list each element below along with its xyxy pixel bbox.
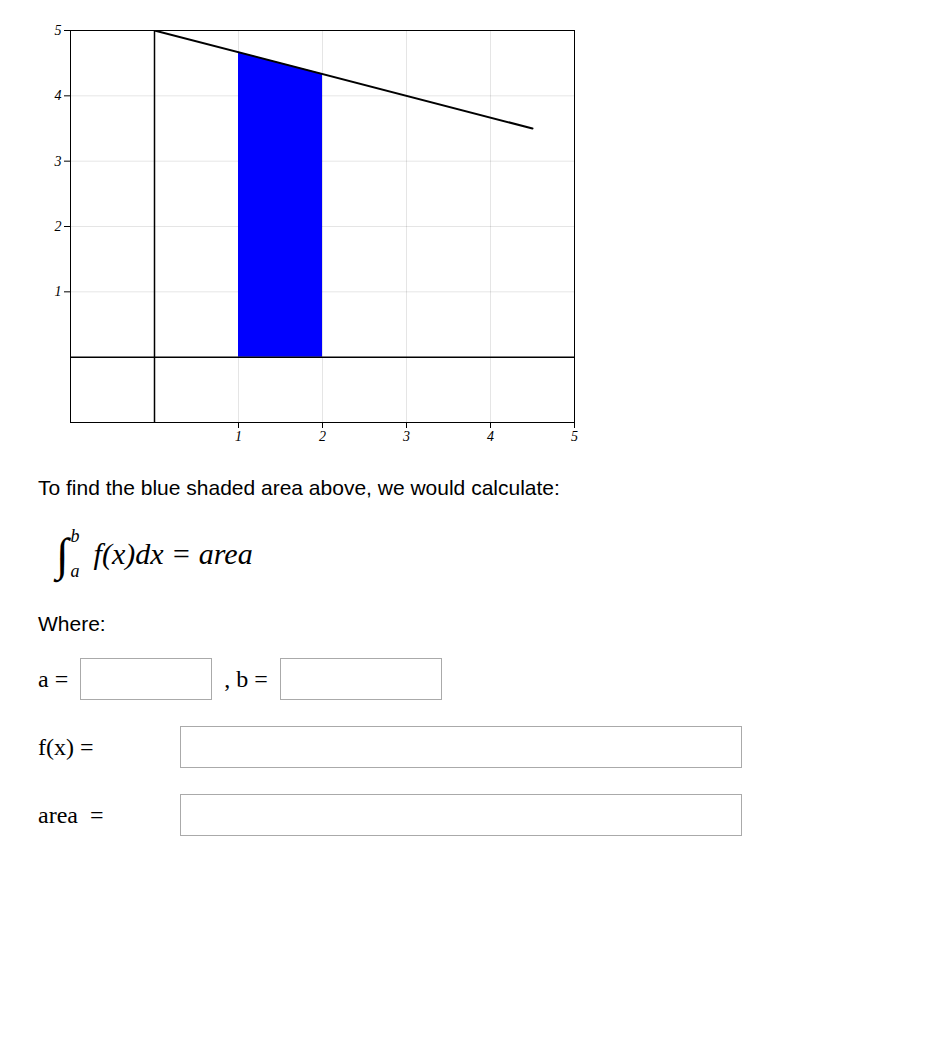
html-text:area =: area = — [38, 801, 104, 828]
html-text:, b =: , b = — [224, 665, 268, 692]
html-text:a =: a = — [38, 665, 69, 692]
svg-text:4: 4 — [487, 429, 494, 444]
svg-text:5: 5 — [55, 23, 62, 38]
svg-text:5: 5 — [571, 429, 578, 444]
svg-text:2: 2 — [55, 219, 62, 234]
html-text:b: b — [70, 526, 80, 546]
svg-text:1: 1 — [235, 429, 242, 444]
html-text:To find the blue shaded area a: To find the blue shaded area above, we w… — [38, 476, 560, 499]
svg-text:3: 3 — [402, 429, 410, 444]
html-text:a: a — [70, 561, 80, 581]
svg-text:4: 4 — [55, 88, 62, 103]
html-text:f(x) =: f(x) = — [38, 733, 94, 760]
svg-text:1: 1 — [55, 284, 62, 299]
svg-text:2: 2 — [319, 429, 326, 444]
html-text:Where:: Where: — [38, 612, 106, 635]
svg-text:3: 3 — [54, 154, 62, 169]
html-text:f(x)dx = area: f(x)dx = area — [93, 537, 253, 570]
